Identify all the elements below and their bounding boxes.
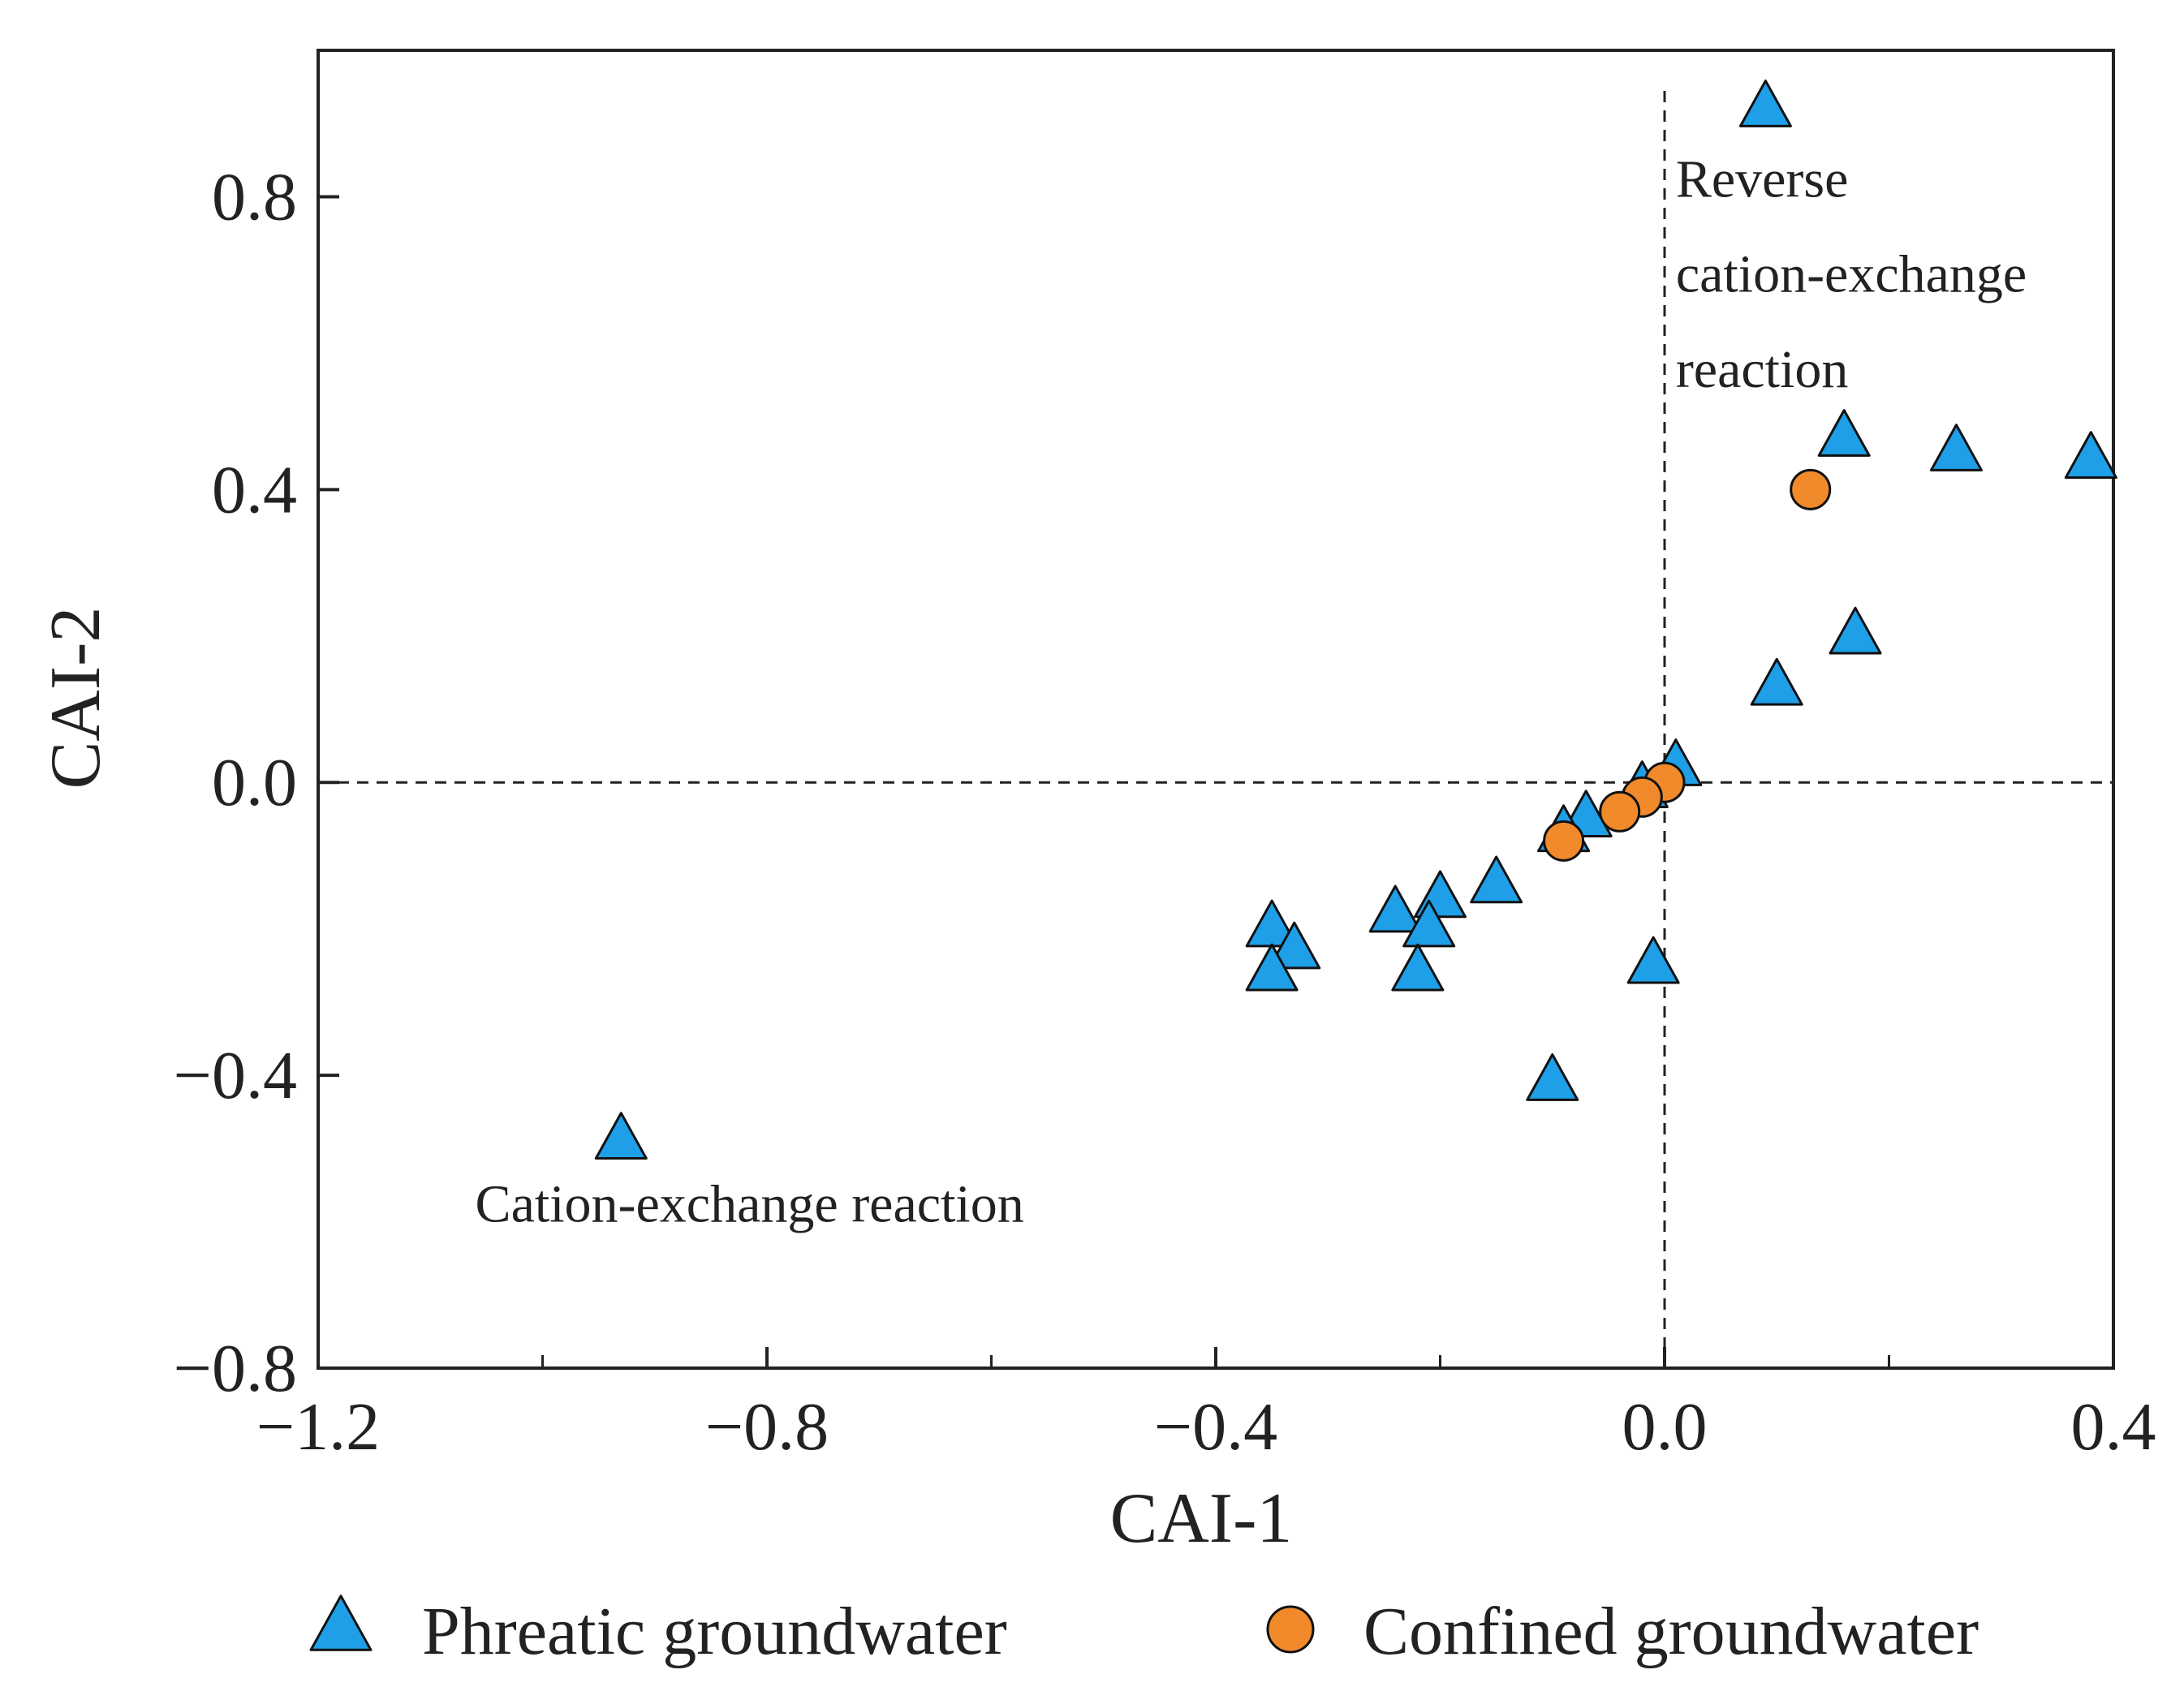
y-tick-label: −0.8: [174, 1331, 297, 1406]
phreatic-groundwater-point: [1738, 80, 1792, 127]
legend-phreatic-label: Phreatic groundwater: [422, 1594, 1007, 1669]
phreatic-groundwater-point: [1817, 409, 1871, 457]
phreatic-groundwater-point: [1268, 921, 1321, 970]
x-axis-label: CAI-1: [1110, 1479, 1293, 1558]
y-axis-label: CAI-2: [37, 607, 115, 790]
tick-labels: −1.2 −0.8 −0.4 0.0 0.4−0.8−0.40.00.40.8: [174, 159, 2156, 1465]
phreatic-groundwater-point: [2064, 431, 2117, 479]
phreatic-groundwater-point: [1526, 1053, 1579, 1101]
y-tick-label: 0.4: [212, 452, 297, 527]
x-tick-label: 0.4: [2071, 1389, 2156, 1465]
annotation-text: cation-exchange: [1676, 245, 2027, 304]
legend-phreatic-marker: [309, 1595, 373, 1651]
legend-confined-label: Confined groundwater: [1363, 1594, 1979, 1669]
phreatic-groundwater-point: [1245, 943, 1299, 992]
x-tick-label: 0.0: [1622, 1389, 1708, 1465]
x-tick-label: −0.4: [1154, 1389, 1277, 1465]
confined-groundwater-point: [1543, 820, 1585, 862]
phreatic-groundwater-point: [1368, 884, 1422, 933]
phreatic-groundwater-point: [1470, 855, 1523, 904]
y-tick-label: −0.4: [174, 1038, 297, 1113]
x-tick-label: −1.2: [256, 1389, 380, 1465]
annotation-text: Cation-exchange reaction: [476, 1175, 1024, 1234]
annotation-text: reaction: [1676, 340, 1849, 399]
y-tick-label: 0.8: [212, 159, 297, 235]
confined-groundwater-point: [1599, 790, 1641, 833]
data-markers: [594, 80, 2117, 1160]
y-tick-label: 0.0: [212, 745, 297, 820]
annotation-text: Reverse: [1676, 149, 1849, 209]
phreatic-groundwater-point: [1626, 936, 1680, 984]
phreatic-groundwater-point: [1929, 424, 1983, 471]
reference-lines: [318, 91, 2113, 1368]
phreatic-groundwater-point: [1829, 606, 1882, 655]
phreatic-groundwater-point: [594, 1112, 648, 1160]
x-tick-label: −0.8: [705, 1389, 829, 1465]
legend: Phreatic groundwater Confined groundwater: [309, 1594, 1979, 1669]
phreatic-groundwater-point: [1391, 943, 1445, 992]
phreatic-groundwater-point: [1402, 899, 1456, 948]
phreatic-groundwater-point: [1750, 657, 1803, 706]
axis-ticks: [317, 195, 2115, 1370]
confined-groundwater-point: [1790, 468, 1832, 510]
legend-confined-marker: [1266, 1605, 1315, 1654]
annotations: Reverse cation-exchange reaction Cation-exc…: [476, 149, 2027, 1233]
